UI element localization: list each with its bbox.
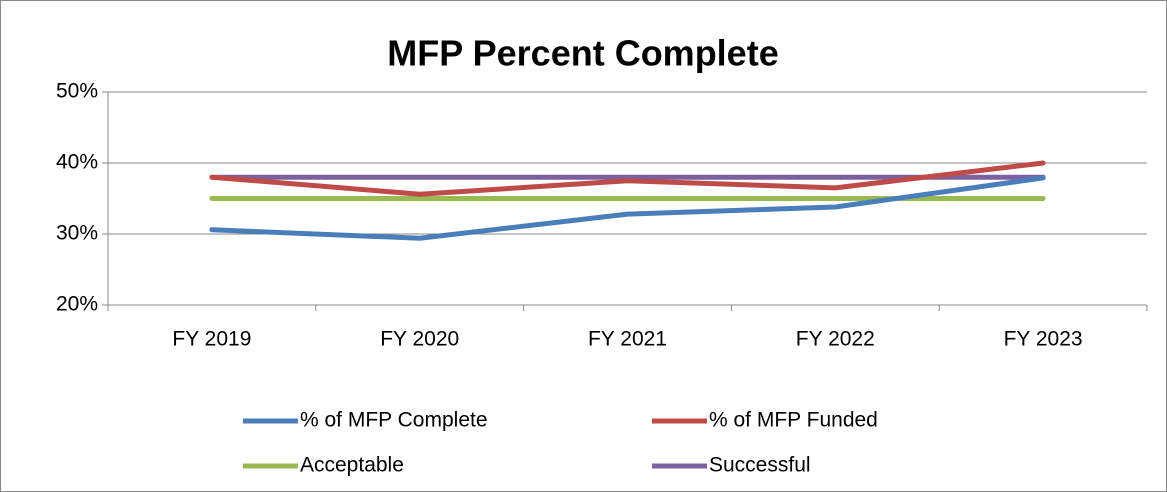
x-tick-label: FY 2021	[588, 328, 667, 351]
legend-label: Acceptable	[300, 454, 404, 477]
y-tick-label: 40%	[56, 151, 98, 174]
y-tick-label: 30%	[56, 222, 98, 245]
chart-title: MFP Percent Complete	[387, 33, 778, 74]
legend-label: Successful	[709, 454, 811, 477]
legend-label: % of MFP Complete	[300, 409, 488, 432]
x-tick-label: FY 2022	[796, 328, 875, 351]
y-tick-label: 20%	[56, 293, 98, 316]
x-tick-label: FY 2023	[1004, 328, 1083, 351]
legend-label: % of MFP Funded	[709, 409, 878, 432]
series-line	[209, 160, 1046, 197]
x-tick-label: FY 2020	[380, 328, 459, 351]
x-tick-label: FY 2019	[172, 328, 251, 351]
series-line	[209, 175, 1046, 241]
y-tick-label: 50%	[56, 80, 98, 103]
